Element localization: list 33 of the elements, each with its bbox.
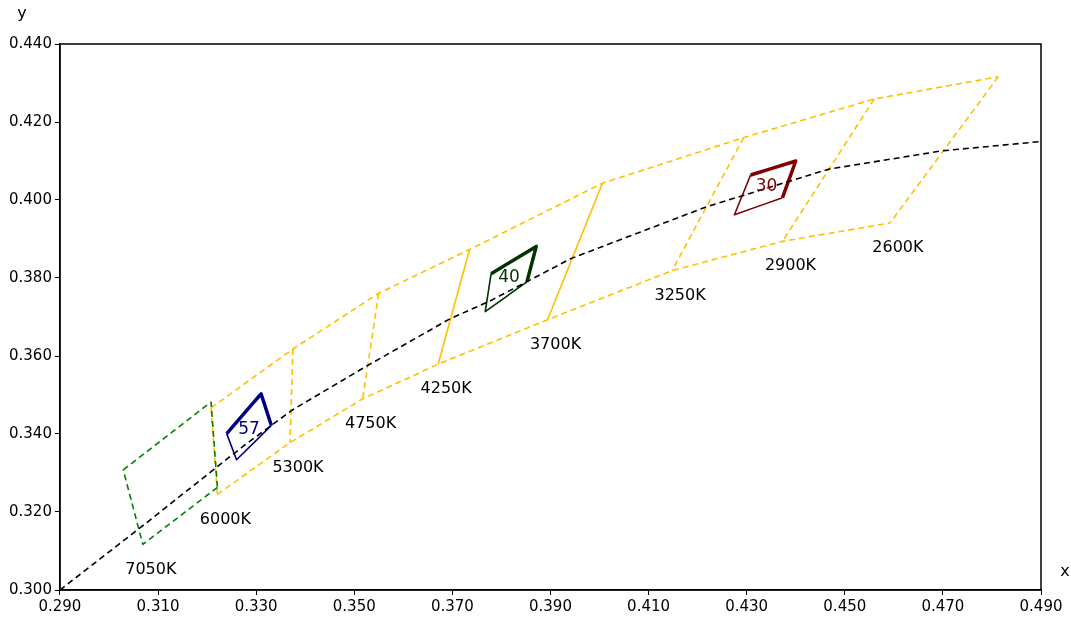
- x-axis-title: x: [1060, 561, 1070, 581]
- x-tick-label: 0.430: [725, 596, 769, 615]
- x-tick-label: 0.330: [234, 596, 278, 615]
- x-tick-label: 0.390: [528, 596, 572, 615]
- y-tick-label: 0.420: [8, 111, 52, 130]
- annotation: 3700K: [529, 333, 582, 353]
- x-tick-label: 0.370: [430, 596, 474, 615]
- annotation: 4750K: [344, 413, 397, 433]
- annotation: 4250K: [420, 378, 473, 398]
- annotation: 7050K: [125, 558, 177, 578]
- annotation: 2600K: [872, 237, 925, 257]
- annotation: 5300K: [272, 456, 325, 476]
- annotation: 6000K: [199, 508, 252, 528]
- y-tick-label: 0.400: [8, 189, 52, 208]
- y-tick-label: 0.380: [8, 267, 52, 286]
- y-tick-label: 0.300: [8, 579, 52, 598]
- y-tick-label: 0.340: [8, 423, 52, 442]
- annotation: 2900K: [764, 255, 817, 275]
- annotation: 3250K: [654, 284, 707, 304]
- y-tick-label: 0.360: [8, 345, 52, 364]
- y-axis-title: y: [17, 3, 27, 23]
- x-tick-label: 0.470: [921, 596, 965, 615]
- x-tick-label: 0.310: [136, 596, 180, 615]
- x-tick-label: 0.490: [1019, 596, 1063, 615]
- x-tick-label: 0.350: [332, 596, 376, 615]
- x-tick-label: 0.450: [823, 596, 867, 615]
- y-tick-label: 0.440: [8, 33, 52, 52]
- series-label: 57: [238, 417, 260, 438]
- series-label: 40: [498, 266, 520, 287]
- series-label: 30: [755, 174, 778, 195]
- y-tick-label: 0.320: [8, 501, 52, 520]
- x-tick-label: 0.410: [627, 596, 671, 615]
- x-tick-label: 0.290: [38, 596, 82, 615]
